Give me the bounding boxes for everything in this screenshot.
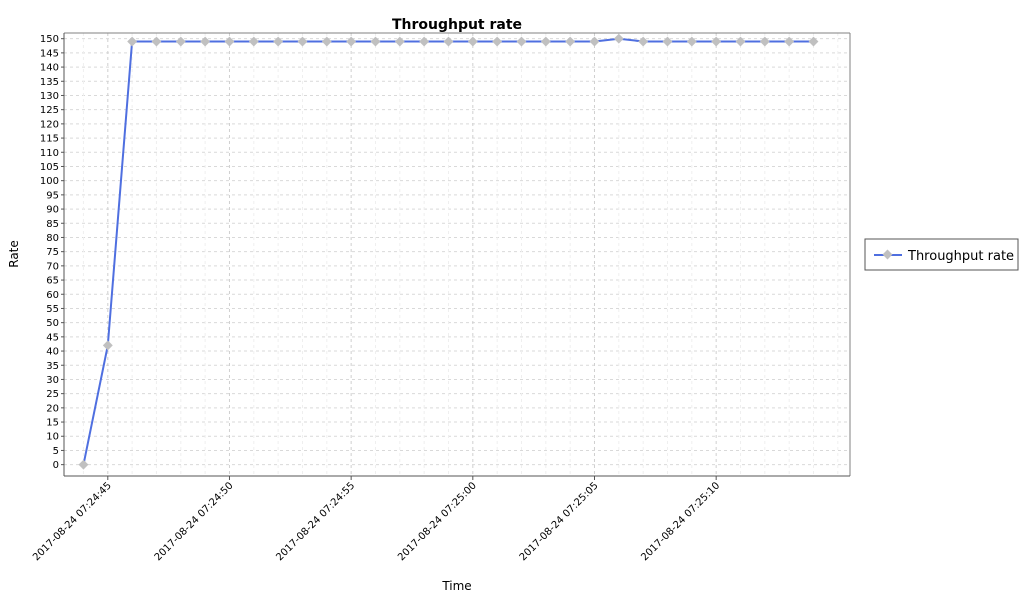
series-layer — [78, 33, 819, 470]
data-point — [589, 36, 600, 47]
horizontal-gridlines — [64, 38, 850, 466]
y-tick-label: 95 — [46, 190, 59, 201]
legend: Throughput rate — [864, 238, 1019, 271]
data-point — [735, 36, 746, 47]
y-tick-label: 50 — [46, 318, 59, 329]
data-point — [540, 36, 551, 47]
data-point — [175, 36, 186, 47]
y-axis-label: Rate — [7, 240, 21, 268]
x-axis-label: Time — [441, 579, 471, 593]
y-tick-label: 125 — [40, 105, 59, 116]
data-point — [200, 36, 211, 47]
y-tick-label: 100 — [40, 176, 59, 187]
y-tick-label: 5 — [53, 446, 59, 457]
y-tick-label: 65 — [46, 276, 59, 287]
y-tick-label: 120 — [40, 119, 59, 130]
y-tick-label: 90 — [46, 205, 59, 216]
y-tick-label: 30 — [46, 375, 59, 386]
y-tick-label: 70 — [46, 261, 59, 272]
data-point — [151, 36, 162, 47]
y-tick-label: 60 — [46, 290, 59, 301]
data-point — [711, 36, 722, 47]
y-tick-label: 115 — [40, 134, 59, 145]
data-point — [516, 36, 527, 47]
data-point — [613, 33, 624, 44]
y-tick-label: 25 — [46, 389, 59, 400]
y-tick-label: 110 — [40, 148, 59, 159]
plot-area: 0 5 10 15 20 25 30 35 40 45 50 55 60 65 70 75 80 85 90 95 10… — [31, 32, 851, 563]
y-tick-label: 145 — [40, 48, 59, 59]
chart-title: Throughput rate — [392, 17, 522, 33]
legend-series-marker — [882, 249, 893, 260]
y-tick-label: 40 — [46, 347, 59, 358]
y-tick-label: 105 — [40, 162, 59, 173]
vertical-gridlines — [82, 33, 839, 476]
data-point — [638, 36, 649, 47]
data-point — [127, 36, 138, 47]
y-tick-label: 0 — [53, 460, 59, 471]
y-tick-label: 55 — [46, 304, 59, 315]
y-tick-label: 140 — [40, 63, 59, 74]
y-tick-label: 20 — [46, 403, 59, 414]
y-tick-label: 150 — [40, 34, 59, 45]
data-point — [759, 36, 770, 47]
data-point — [686, 36, 697, 47]
y-tick-label: 35 — [46, 361, 59, 372]
legend-series-label: Throughput rate — [907, 249, 1014, 264]
y-tick-label: 15 — [46, 418, 59, 429]
data-point — [662, 36, 673, 47]
y-tick-label: 45 — [46, 332, 59, 343]
y-tick-label: 85 — [46, 219, 59, 230]
y-tick-label: 80 — [46, 233, 59, 244]
y-tick-label: 130 — [40, 91, 59, 102]
y-axis-ticks: 0 5 10 15 20 25 30 35 40 45 50 55 60 65 70 75 80 85 90 95 10… — [40, 34, 64, 471]
data-point — [784, 36, 795, 47]
plot-background — [64, 33, 850, 476]
y-tick-label: 75 — [46, 247, 59, 258]
y-tick-label: 10 — [46, 432, 59, 443]
data-point — [565, 36, 576, 47]
y-tick-label: 135 — [40, 77, 59, 88]
data-point — [224, 36, 235, 47]
data-point — [808, 36, 819, 47]
